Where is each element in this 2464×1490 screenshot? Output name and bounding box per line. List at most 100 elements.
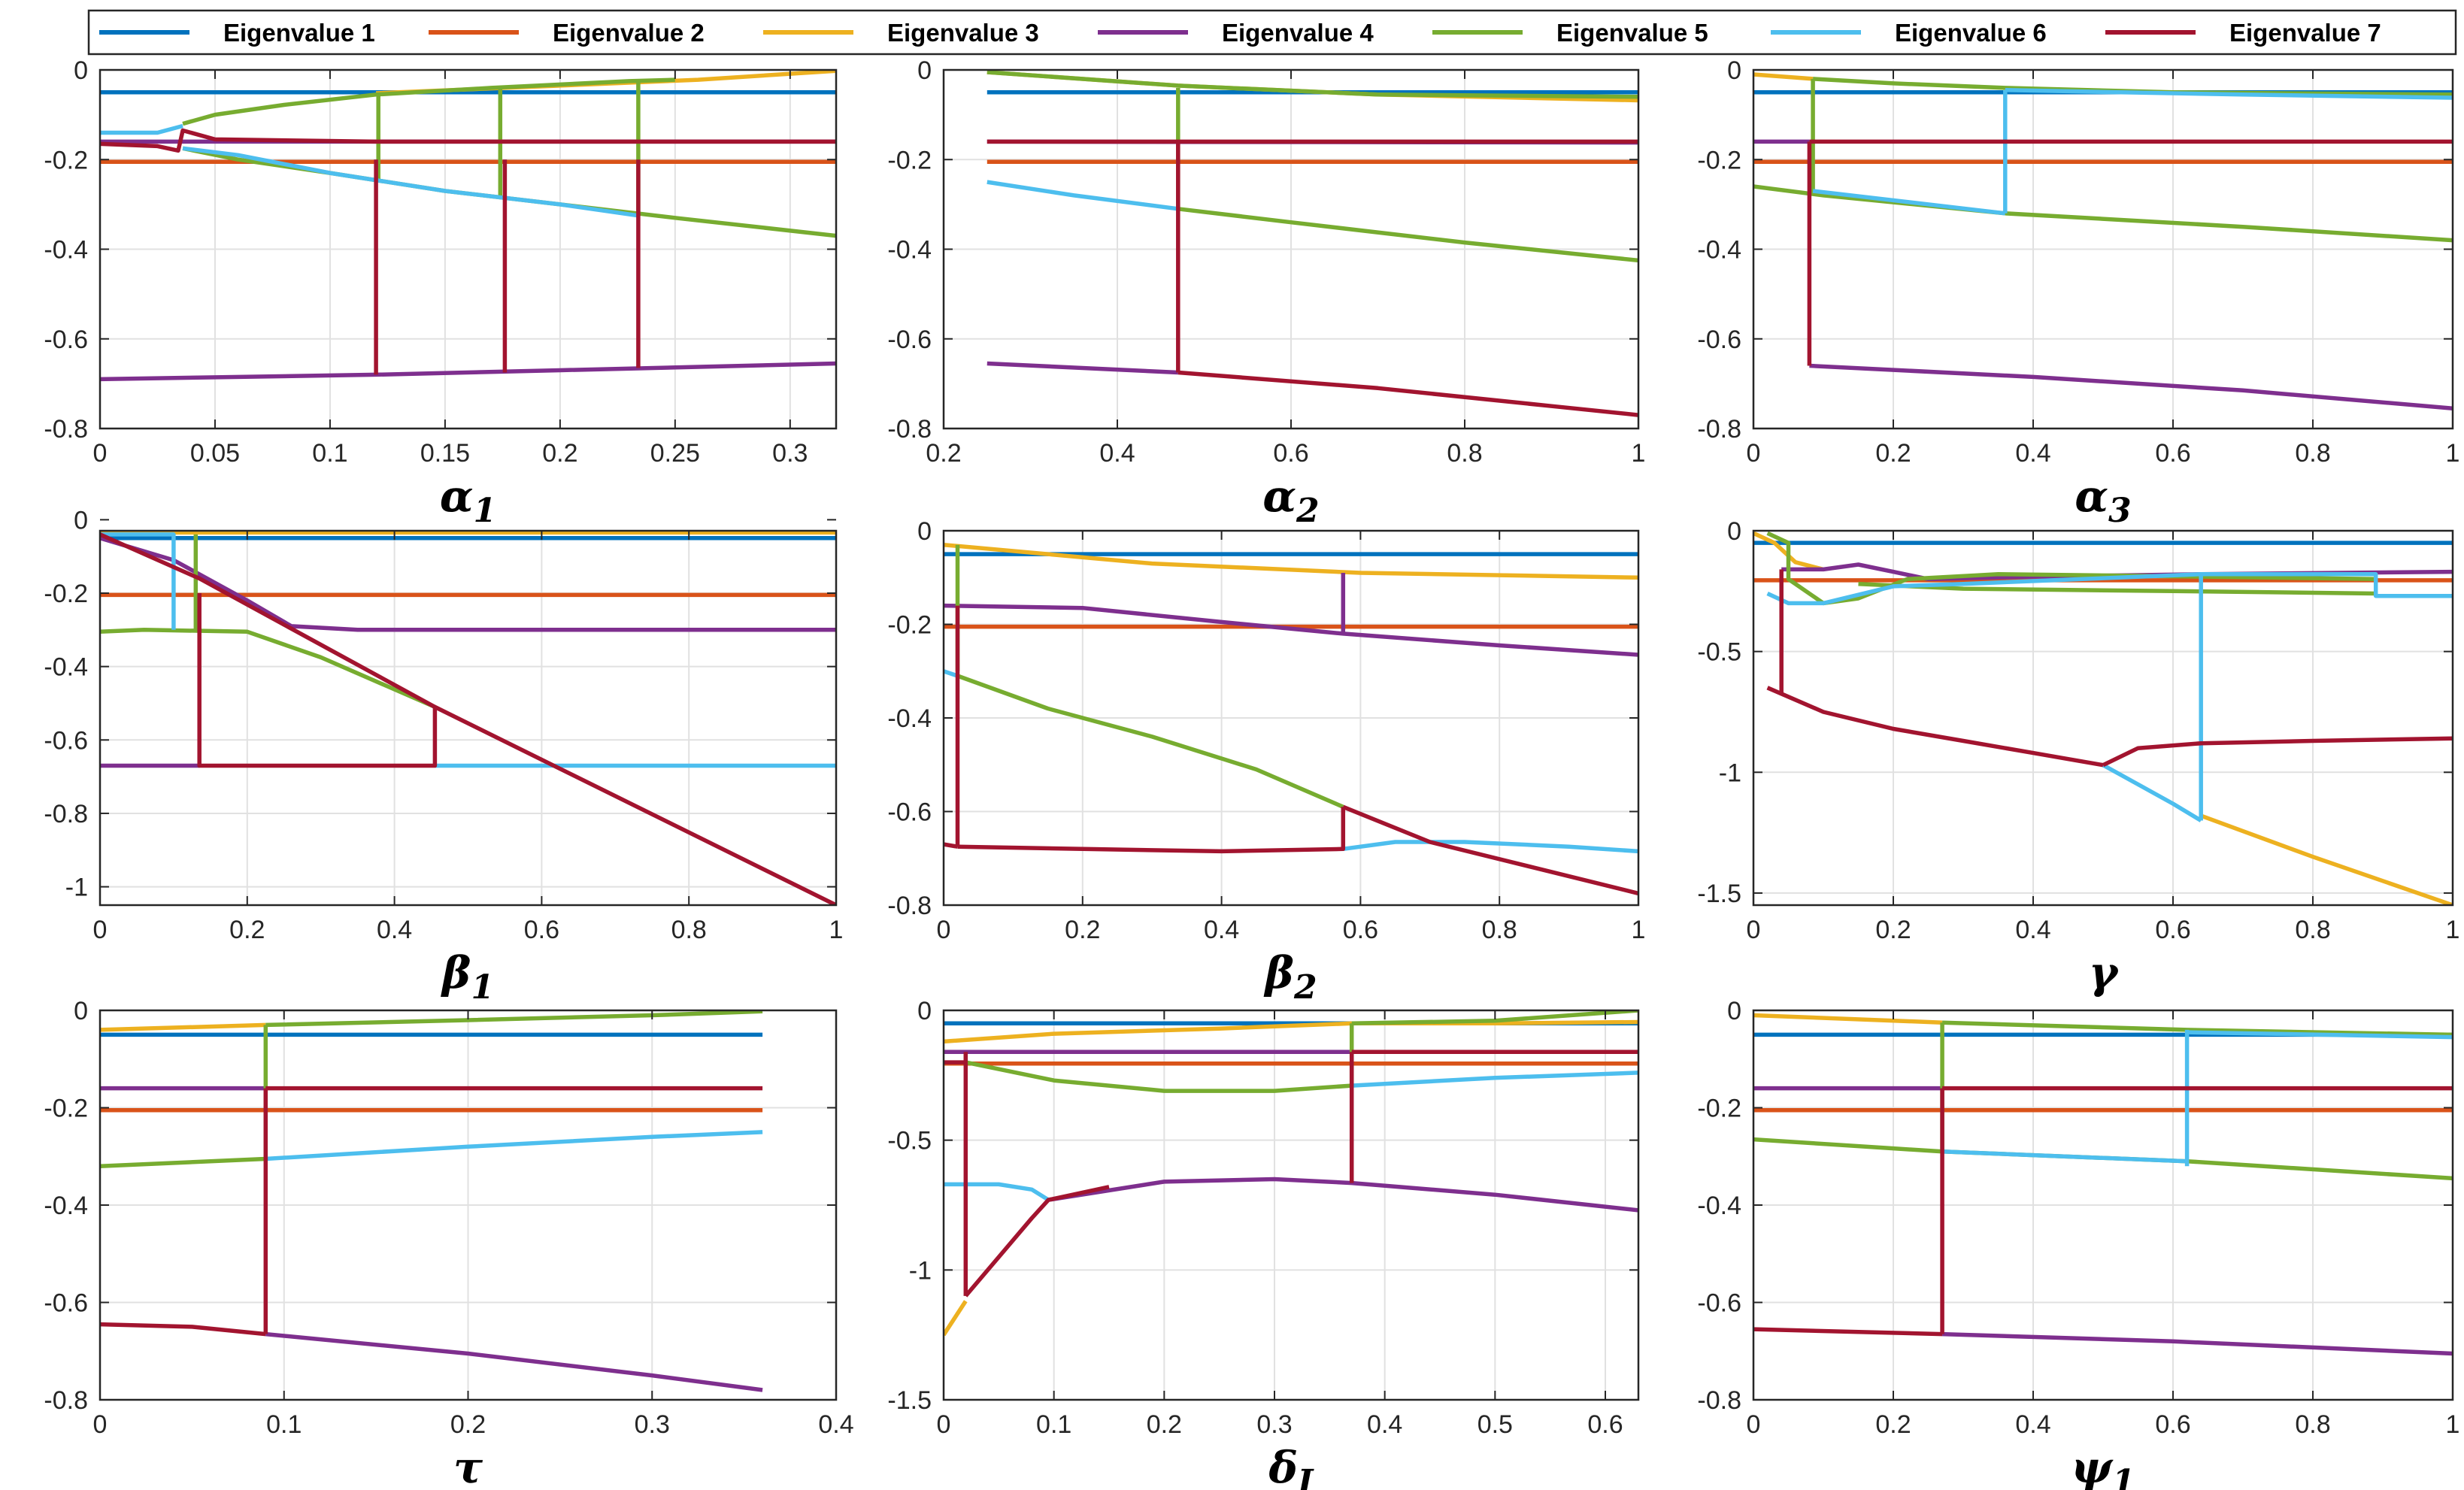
y-tick-label: -0.8	[44, 1386, 88, 1415]
eigenvalue-6-line	[182, 146, 639, 218]
series-group	[1753, 1013, 2453, 1356]
y-tick-label: -1	[65, 874, 88, 902]
y-tick-label: -0.2	[44, 1095, 88, 1123]
eigenvalue-7-line	[100, 128, 836, 153]
eigenvalue-6-line	[987, 180, 1179, 211]
axes-frame	[1752, 529, 2454, 907]
series-group	[944, 1010, 1638, 1337]
y-tick-label: -1.5	[887, 1386, 932, 1415]
eigenvalue-4-line	[100, 536, 836, 632]
eigenvalue-4-line	[1809, 363, 2453, 410]
eigenvalue-6-line	[2102, 763, 2202, 822]
x-tick-label: 0	[1747, 439, 1761, 468]
x-axis-symbol: α	[1262, 471, 1296, 522]
y-tick-label: -0.2	[44, 146, 88, 174]
x-tick-label: 1	[2446, 439, 2460, 468]
x-axis-label: τ	[453, 1442, 483, 1490]
y-tick-label: -0.6	[887, 798, 932, 827]
x-tick-label: 0.6	[2155, 1410, 2190, 1439]
x-axis-label: δI	[1268, 1442, 1314, 1490]
subplot-grid: 0 0.05 0.1 0.15 0.2 0.25 0.3 0 -0.2 -0.4 -0.6 -0.8 α…	[44, 56, 2459, 1490]
eigenvalue-7-line	[1342, 804, 1638, 896]
eigenvalue-6-line	[2005, 88, 2453, 100]
plot-area	[1753, 531, 2453, 905]
x-tick-label: 0	[93, 1410, 108, 1439]
eigenvalue-7-line	[2102, 736, 2453, 768]
eigenvalue-7-line	[197, 593, 438, 768]
x-tick-label: 0.6	[2155, 916, 2190, 944]
x-tick-label: 0.2	[229, 916, 265, 944]
eigenvalue-3-line	[2200, 813, 2453, 905]
x-tick-label: 0.6	[1587, 1410, 1623, 1439]
eigenvalue-3-line	[944, 542, 1638, 580]
subplot-6: 0 0.2 0.4 0.6 0.8 1 0 -0.5 -1 -1.5 γ	[1697, 517, 2459, 998]
legend: Eigenvalue 1 Eigenvalue 2 Eigenvalue 3 Eige…	[87, 9, 2457, 56]
eigenvalue-7-line	[1753, 1327, 1943, 1337]
x-tick-label: 0.25	[650, 439, 700, 468]
eigenvalue-6-line	[1766, 572, 2453, 606]
eigenvalue-6-line	[1351, 1071, 1638, 1088]
x-axis-symbol: δ	[1268, 1442, 1298, 1490]
x-axis-subscript: 1	[471, 968, 494, 1007]
x-tick-label: 0.2	[1065, 916, 1100, 944]
eigenvalue-7-line	[100, 532, 836, 905]
x-tick-label: 0.4	[2015, 439, 2050, 468]
x-tick-label: 0	[93, 916, 108, 944]
x-tick-label: 0.2	[926, 439, 961, 468]
axes-frame	[942, 1009, 1640, 1401]
y-tick-label: -0.2	[1697, 146, 1741, 174]
eigenvalue-6-line	[1342, 840, 1638, 854]
eigenvalue-5-line	[1177, 207, 1638, 263]
series-group	[100, 1010, 763, 1392]
x-tick-label: 0	[1747, 1410, 1761, 1439]
y-tick-label: -1	[1719, 759, 1741, 787]
eigenvalue-7-line	[1177, 370, 1638, 417]
x-axis-label: ψ1	[2071, 1442, 2135, 1490]
series-group	[1753, 72, 2453, 410]
eigenvalue-6-line	[100, 532, 176, 630]
subplot-4: 0 0.2 0.4 0.6 0.8 10-0.2-0.4-0.6-0.8-1β1	[44, 506, 843, 1007]
x-tick-label: 0.2	[542, 439, 577, 468]
x-tick-label: 0.2	[1875, 439, 1911, 468]
x-axis-label: β1	[441, 947, 494, 1007]
x-tick-label: 0.2	[1147, 1410, 1182, 1439]
x-tick-label: 1	[1632, 439, 1646, 468]
eigenvalue-5-line	[987, 70, 1638, 99]
y-tick-label: 0	[1727, 56, 1741, 85]
eigenvalue-3-line	[944, 1300, 968, 1337]
subplot-1: 0 0.05 0.1 0.15 0.2 0.25 0.3 0 -0.2 -0.4 -0.6 -0.8 α…	[44, 56, 838, 530]
x-tick-label: 1	[829, 916, 844, 944]
series-group	[100, 531, 836, 905]
x-tick-label: 0.1	[1036, 1410, 1071, 1439]
y-tick-label: -1.5	[1697, 880, 1741, 908]
x-tick-label: 0.1	[312, 439, 347, 468]
x-tick-label: 0.6	[1273, 439, 1308, 468]
y-tick-label: -0.5	[887, 1127, 932, 1155]
x-tick-label: 1	[1632, 916, 1646, 944]
x-tick-label: 0.8	[1482, 916, 1517, 944]
y-tick-label: 0	[917, 997, 932, 1025]
y-tick-label: -0.4	[44, 653, 88, 682]
y-tick-label: 0	[1727, 997, 1741, 1025]
eigenvalue-4-line	[944, 603, 1638, 657]
x-tick-label: 0.4	[2015, 1410, 2050, 1439]
x-axis-symbol: γ	[2089, 947, 2120, 998]
y-tick-label: -0.4	[1697, 236, 1741, 265]
y-tick-label: -0.6	[887, 326, 932, 354]
y-tick-label: -0.2	[887, 146, 932, 174]
legend-label-7: Eigenvalue 7	[2229, 19, 2381, 47]
x-tick-label: 0.2	[450, 1410, 486, 1439]
x-axis-subscript: 1	[2112, 1463, 2135, 1490]
y-tick-label: 0	[74, 506, 88, 535]
eigenvalue-3-line	[1753, 72, 1814, 81]
x-tick-label: 0.6	[1343, 916, 1378, 944]
subplot-5: 0 0.2 0.4 0.6 0.8 1 0 -0.2 -0.4 -0.6 -0.8 β2	[887, 517, 1645, 1007]
x-tick-label: 0.4	[1099, 439, 1135, 468]
subplot-8: 0 0.1 0.2 0.3 0.4 0.5 0.6 0 -0.5 -1 -1.5 δI	[887, 997, 1640, 1490]
x-axis-label: β2	[1263, 947, 1317, 1007]
y-tick-label: -0.6	[1697, 326, 1741, 354]
x-tick-label: 0.1	[266, 1410, 302, 1439]
x-axis-subscript: I	[1296, 1463, 1314, 1490]
x-tick-label: 1	[2446, 916, 2460, 944]
